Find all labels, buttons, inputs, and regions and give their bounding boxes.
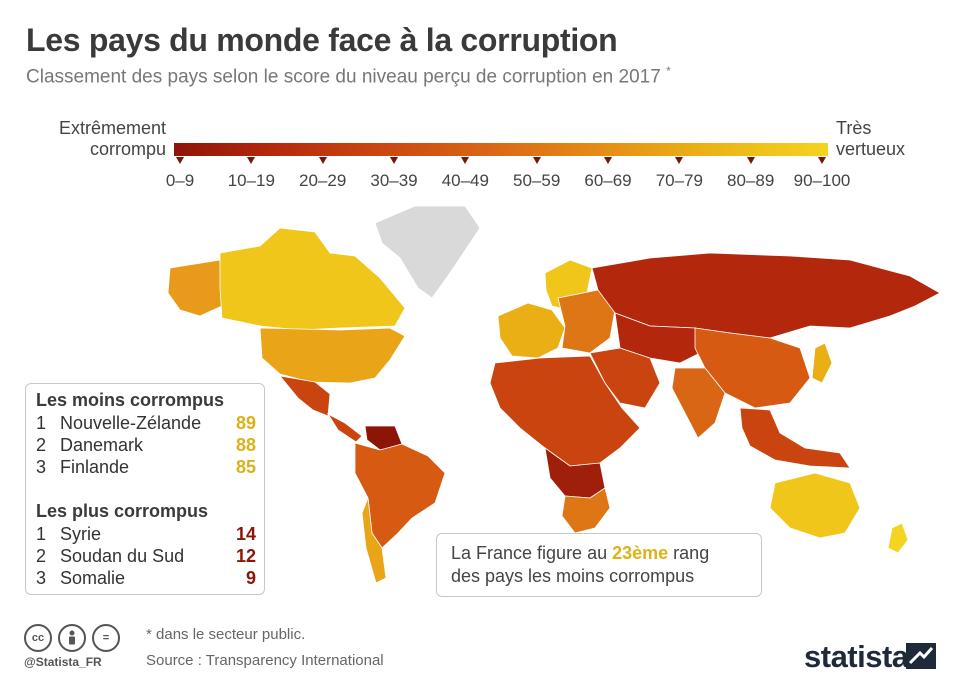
france-text-before: La France figure au xyxy=(451,543,613,563)
region-southern-africa xyxy=(561,487,611,534)
legend-tick-mark xyxy=(390,157,398,164)
legend-tick-mark xyxy=(176,157,184,164)
region-alaska xyxy=(167,259,223,317)
france-callout: La France figure au 23ème rang des pays … xyxy=(436,533,762,597)
country-score: 89 xyxy=(235,413,256,433)
legend-tick-label: 10–19 xyxy=(227,171,275,190)
rank-number: 1 xyxy=(36,413,47,433)
region-australia xyxy=(769,472,861,539)
france-text-line2: des pays les moins corrompus xyxy=(451,566,695,586)
rank-number: 1 xyxy=(36,524,47,544)
legend-tick-label: 40–49 xyxy=(441,171,489,190)
country-name: Syrie xyxy=(60,524,102,544)
least-corrupt-row: 3 Finlande 85 xyxy=(36,457,256,479)
country-score: 88 xyxy=(235,435,256,455)
region-africa xyxy=(489,355,641,467)
region-western-europe xyxy=(497,302,566,359)
legend-high-label: Très vertueux xyxy=(836,118,936,160)
region-canada xyxy=(219,227,406,331)
source-text: Source : Transparency International xyxy=(146,652,384,669)
country-score: 14 xyxy=(235,524,256,544)
region-india xyxy=(671,367,726,439)
region-southeast-asia xyxy=(739,407,851,469)
legend-high-label-line2: vertueux xyxy=(836,139,906,159)
legend-tick-label: 50–59 xyxy=(513,171,561,190)
chart-subtitle: Classement des pays selon le score du ni… xyxy=(26,64,671,88)
legend-tick-label: 30–39 xyxy=(370,171,418,190)
legend-tick-label: 90–100 xyxy=(793,171,851,190)
region-mexico xyxy=(279,375,331,417)
subtitle-footnote-mark: * xyxy=(666,64,671,78)
country-name: Finlande xyxy=(60,457,130,477)
region-new-zealand xyxy=(887,522,909,554)
legend-tick-mark xyxy=(818,157,826,164)
legend-tick-label: 20–29 xyxy=(299,171,347,190)
region-central-america xyxy=(326,412,363,443)
no-derivatives-icon: = xyxy=(92,624,120,652)
ranking-box: Les moins corrompus 1 Nouvelle-Zélande 8… xyxy=(25,383,265,595)
country-name: Nouvelle-Zélande xyxy=(60,413,202,433)
most-corrupt-heading: Les plus corrompus xyxy=(36,501,209,521)
country-name: Danemark xyxy=(60,435,144,455)
statista-logo-icon xyxy=(906,643,936,669)
legend-tick-label: 70–79 xyxy=(655,171,703,190)
legend-high-label-line1: Très xyxy=(836,118,872,138)
country-score: 9 xyxy=(245,568,256,588)
legend-tick-mark xyxy=(461,157,470,164)
most-corrupt-row: 1 Syrie 14 xyxy=(36,524,256,546)
most-corrupt-row: 3 Somalie 9 xyxy=(36,568,256,590)
legend-color-scale xyxy=(174,143,828,156)
subtitle-text: Classement des pays selon le score du ni… xyxy=(26,66,661,88)
rank-number: 3 xyxy=(36,457,47,477)
legend-low-label-line1: Extrêmement xyxy=(58,118,166,138)
social-handle[interactable]: @Statista_FR xyxy=(24,655,102,669)
statista-logo[interactable]: statista xyxy=(804,639,909,674)
legend-low-label: Extrêmement corrompu xyxy=(40,118,166,160)
least-corrupt-heading: Les moins corrompus xyxy=(36,390,225,410)
footnote: * dans le secteur public. xyxy=(146,626,306,643)
least-corrupt-row: 1 Nouvelle-Zélande 89 xyxy=(36,413,256,435)
legend-tick-mark xyxy=(604,157,612,164)
person-icon xyxy=(69,630,75,645)
rank-number: 2 xyxy=(36,435,47,455)
legend-tick-label: 0–9 xyxy=(165,171,195,190)
legend-tick-mark xyxy=(247,157,256,164)
region-china xyxy=(694,327,811,409)
region-central-asia xyxy=(614,312,711,364)
rank-number: 2 xyxy=(36,546,47,566)
legend-tick-mark xyxy=(675,157,684,164)
country-score: 85 xyxy=(235,457,256,477)
legend-tick-mark xyxy=(532,157,541,164)
region-chile xyxy=(361,497,387,584)
legend-tick-mark xyxy=(746,157,755,164)
region-greenland xyxy=(374,205,481,299)
chart-title: Les pays du monde face à la corruption xyxy=(26,22,618,58)
world-map xyxy=(167,205,941,584)
legend-tick-label: 80–89 xyxy=(727,171,775,190)
creative-commons-icon: cc xyxy=(24,624,52,652)
region-usa xyxy=(259,327,406,384)
least-corrupt-row: 2 Danemark 88 xyxy=(36,435,256,457)
france-text-after: rang xyxy=(668,543,710,563)
legend-tick-label: 60–69 xyxy=(584,171,632,190)
most-corrupt-row: 2 Soudan du Sud 12 xyxy=(36,546,256,568)
france-rank: 23ème xyxy=(612,543,669,563)
legend-low-label-line2: corrompu xyxy=(89,139,166,159)
country-name: Soudan du Sud xyxy=(60,546,185,566)
country-name: Somalie xyxy=(60,568,126,588)
region-japan xyxy=(811,342,833,384)
france-callout-text: La France figure au 23ème rang des pays … xyxy=(451,542,709,588)
attribution-icon xyxy=(58,624,86,652)
country-score: 12 xyxy=(235,546,256,566)
legend-tick-mark xyxy=(318,157,327,164)
rank-number: 3 xyxy=(36,568,47,588)
